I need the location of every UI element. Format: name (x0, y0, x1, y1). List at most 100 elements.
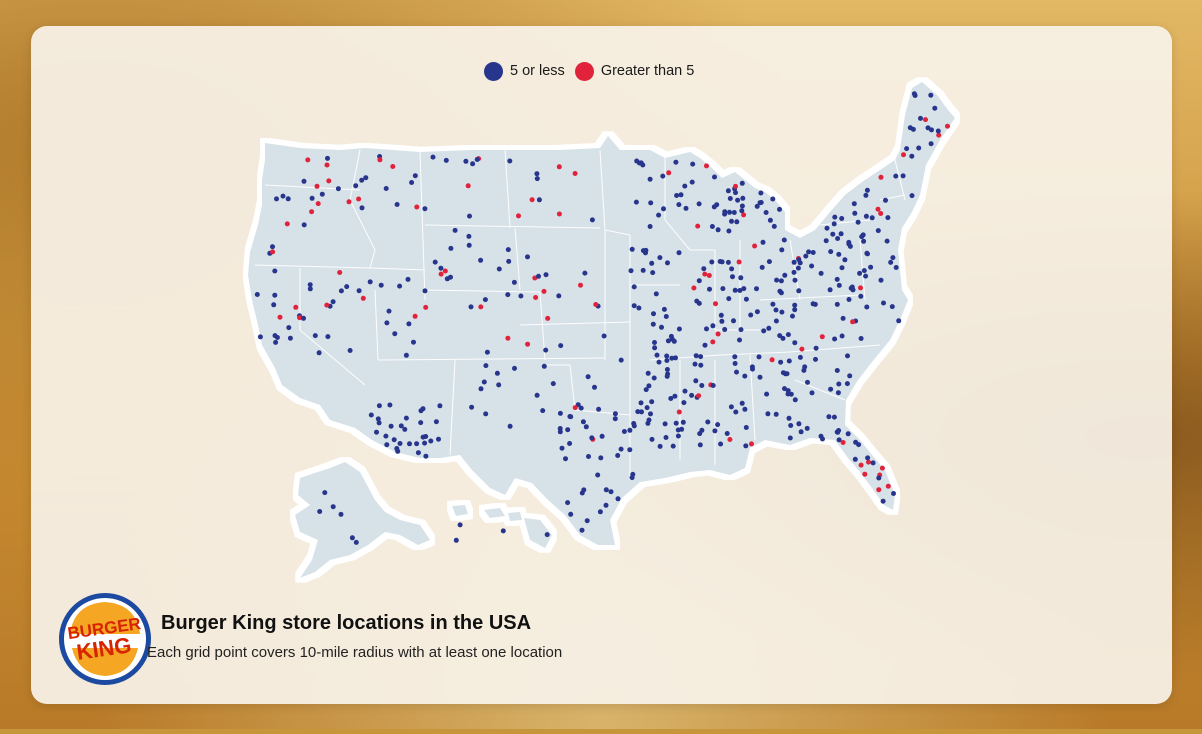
store-point-low (627, 427, 633, 433)
store-point-low (834, 276, 840, 282)
store-point-low (589, 435, 595, 441)
store-point-low (414, 441, 420, 447)
store-point-low (643, 387, 649, 393)
store-point-low (653, 291, 659, 297)
store-point-high (572, 405, 578, 411)
store-point-low (674, 193, 680, 198)
store-point-low (432, 259, 438, 265)
store-point-low (725, 188, 731, 194)
store-point-low (857, 270, 863, 276)
store-point-low (673, 159, 679, 165)
store-point-low (406, 321, 412, 327)
store-point-low (272, 333, 278, 339)
store-point-low (824, 225, 830, 231)
store-point-low (707, 286, 712, 292)
store-point-low (673, 355, 678, 361)
store-point-low (654, 352, 660, 358)
store-point-high (593, 302, 599, 307)
store-point-low (839, 333, 845, 339)
store-point-high (423, 304, 429, 310)
store-point-low (861, 268, 867, 274)
store-point-high (270, 249, 276, 255)
store-point-low (893, 265, 899, 270)
store-point-low (782, 272, 788, 278)
store-point-high (875, 206, 881, 212)
store-point-high (858, 462, 864, 468)
store-point-low (810, 250, 816, 255)
store-point-low (585, 374, 591, 380)
store-point-low (719, 318, 725, 324)
store-point-low (731, 210, 737, 215)
store-point-low (844, 381, 850, 387)
store-point-low (791, 259, 797, 265)
store-point-low (420, 406, 426, 412)
store-point-low (652, 345, 658, 351)
store-point-low (673, 420, 679, 426)
store-point-low (301, 315, 306, 321)
store-point-low (757, 374, 763, 380)
store-point-low (675, 427, 681, 433)
store-point-low (422, 206, 428, 212)
store-point-high (819, 334, 825, 340)
store-point-high (360, 295, 366, 301)
store-point-low (443, 157, 449, 163)
store-point-low (376, 420, 382, 426)
store-point-high (691, 285, 697, 291)
store-point-low (633, 199, 639, 205)
store-point-high (337, 270, 343, 275)
store-point-low (286, 325, 292, 331)
store-point-low (586, 454, 591, 459)
store-point-low (698, 354, 704, 360)
store-point-low (804, 425, 810, 431)
store-point-low (543, 347, 549, 353)
store-point-low (347, 348, 353, 353)
store-point-low (910, 126, 916, 132)
store-point-low (777, 206, 782, 212)
store-point-low (792, 340, 798, 346)
logo-bun-top (70, 602, 140, 634)
store-point-low (405, 276, 411, 282)
store-point-low (664, 367, 670, 372)
store-point-low (448, 274, 453, 280)
store-point-low (805, 379, 810, 385)
store-point-low (507, 158, 513, 164)
store-point-high (850, 319, 856, 325)
store-point-low (536, 197, 542, 203)
store-point-low (409, 180, 415, 185)
store-point-high (414, 204, 420, 210)
store-point-low (689, 392, 695, 398)
store-point-low (838, 231, 844, 237)
page-subtitle: Each grid point covers 10-mile radius wi… (147, 644, 563, 661)
store-point-low (818, 270, 824, 276)
store-point-low (557, 429, 563, 435)
store-point-low (741, 286, 747, 292)
store-point-high (525, 341, 531, 347)
store-point-low (384, 442, 390, 448)
legend-item-high: Greater than 5 (574, 61, 694, 81)
store-point-low (664, 353, 670, 359)
store-point-low (764, 391, 770, 397)
store-point-low (738, 275, 744, 281)
store-point-low (782, 386, 787, 392)
store-point-low (813, 345, 819, 351)
store-point-low (806, 249, 812, 255)
store-point-low (407, 441, 412, 447)
store-point-low (656, 212, 662, 218)
store-point-low (845, 431, 851, 437)
store-point-low (870, 460, 876, 466)
store-point-low (391, 437, 397, 443)
store-point-low (792, 307, 798, 313)
store-point-low (809, 263, 815, 269)
store-point-low (661, 206, 666, 212)
store-point-low (338, 288, 344, 294)
store-point-low (786, 415, 792, 421)
legend-item-low: 5 or less (484, 61, 565, 81)
store-point-low (496, 382, 502, 388)
store-point-low (885, 215, 891, 221)
store-point-low (761, 328, 767, 334)
store-point-low (832, 336, 838, 342)
store-point-high (741, 212, 747, 218)
store-points (254, 91, 950, 545)
store-point-low (558, 343, 564, 349)
store-point-low (864, 304, 870, 310)
